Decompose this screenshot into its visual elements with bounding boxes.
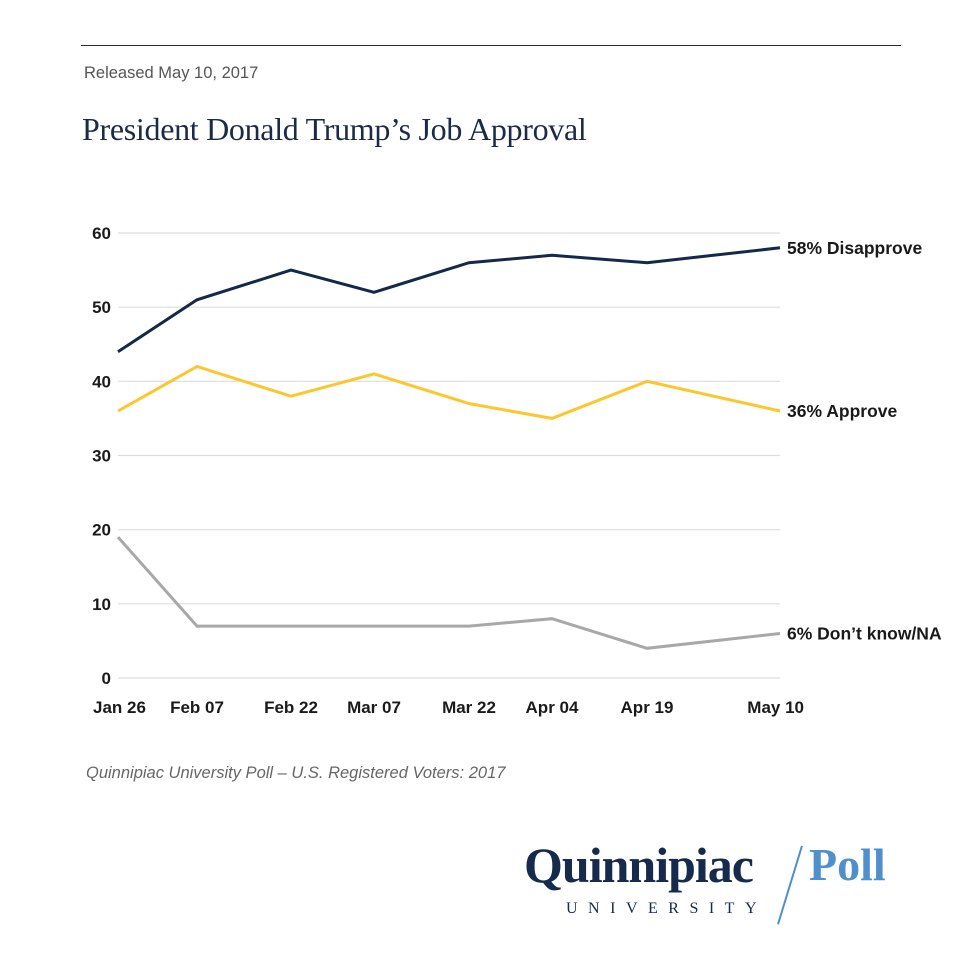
y-tick-label: 10 — [92, 595, 111, 614]
x-axis-ticks: Jan 26 Feb 07 Feb 22 Mar 07 Mar 22 Apr 04 Apr … — [93, 698, 804, 717]
chart-title: President Donald Trump’s Job Approval — [82, 111, 587, 147]
x-tick-label: Mar 07 — [347, 698, 401, 717]
logo-poll: Poll — [809, 839, 886, 890]
x-tick-label: Apr 04 — [526, 698, 579, 717]
y-tick-label: 40 — [92, 372, 111, 391]
quinnipiac-poll-logo: Quinnipiac Poll UNIVERSITY — [524, 836, 914, 926]
series-end-label: 36% Approve — [787, 401, 897, 421]
source-note: Quinnipiac University Poll – U.S. Regist… — [86, 764, 506, 782]
x-tick-label: Mar 22 — [442, 698, 496, 717]
top-rule — [81, 45, 901, 46]
series-line-approve — [117, 364, 781, 420]
x-tick-label: Feb 07 — [170, 698, 224, 717]
logo-slash — [777, 845, 803, 925]
y-tick-label: 50 — [92, 298, 111, 317]
y-tick-label: 30 — [92, 447, 111, 466]
y-tick-label: 60 — [92, 224, 111, 243]
series-line-don-t-know-na — [116, 536, 781, 650]
logo-university: UNIVERSITY — [566, 900, 767, 917]
x-tick-label: Jan 26 — [93, 698, 146, 717]
release-date: Released May 10, 2017 — [84, 64, 259, 82]
gridlines — [118, 232, 780, 679]
series-end-label: 58% Disapprove — [787, 238, 922, 258]
x-tick-label: May 10 — [747, 698, 804, 717]
series-labels: 58% Disapprove 36% Approve 6% Don’t know/N… — [787, 238, 942, 644]
series-end-label: 6% Don’t know/NA — [787, 624, 942, 644]
x-tick-label: Apr 19 — [621, 698, 674, 717]
y-tick-label: 0 — [102, 669, 111, 688]
series-lines — [116, 246, 781, 650]
logo-wordmark: Quinnipiac — [524, 837, 754, 893]
series-line-disapprove — [117, 246, 781, 353]
x-tick-label: Feb 22 — [264, 698, 318, 717]
y-tick-label: 20 — [92, 521, 111, 540]
y-axis-ticks: 0 10 20 30 40 50 60 — [92, 224, 111, 688]
